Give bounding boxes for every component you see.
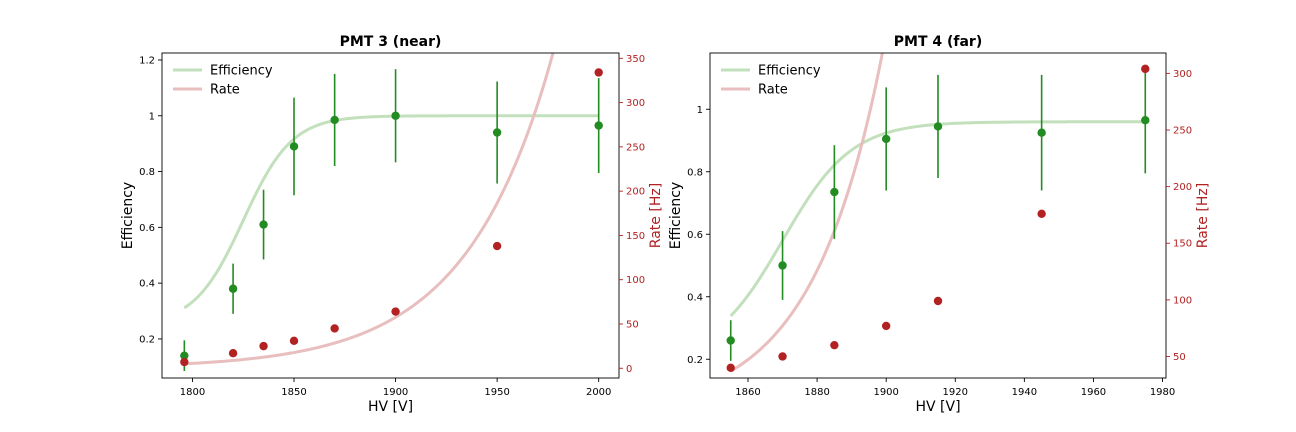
y-right-tick-label: 250 — [1173, 126, 1192, 137]
data-point-efficiency — [289, 142, 299, 151]
data-point-rate — [228, 349, 238, 358]
chart-pmt3-near: 1800 1850 1900 1950 2000 0.2 0.4 0.6 0.8 1 1.2 0 50 1… — [120, 34, 664, 415]
x-tick-label: 1900 — [383, 387, 408, 398]
y-right-tick-label: 50 — [626, 319, 639, 330]
x-tick-label: 1920 — [943, 387, 968, 398]
chart-pmt4-far: 1860 1880 1900 1920 1940 1960 1980 0.2 0.4 0.6 0.8… — [668, 34, 1211, 415]
x-tick-label: 1880 — [804, 387, 829, 398]
x-tick-label: 1850 — [281, 387, 306, 398]
data-point-efficiency — [330, 115, 339, 125]
y-right-tick-label: 300 — [626, 98, 645, 109]
x-tick-label: 1800 — [180, 387, 205, 398]
chart-title: PMT 4 (far) — [894, 34, 982, 50]
y-tick-label: 0.4 — [139, 279, 155, 290]
y-right-tick-label: 100 — [1173, 295, 1192, 306]
y-axis-label: Efficiency — [668, 182, 684, 249]
x-tick-label: 1980 — [1150, 387, 1175, 398]
data-point-rate — [594, 68, 603, 77]
fit-curve-rate — [184, 53, 555, 366]
data-point-efficiency — [1037, 128, 1046, 137]
data-point-rate — [180, 357, 189, 367]
y-tick-label: 1.2 — [139, 55, 155, 66]
data-point-efficiency — [594, 121, 603, 130]
y-axis-label: Efficiency — [120, 182, 136, 249]
data-point-efficiency — [391, 111, 400, 120]
plot-frame — [161, 52, 620, 379]
data-point-rate — [726, 363, 735, 373]
x-tick-label: 1950 — [484, 387, 509, 398]
x-tick-label: 1860 — [735, 387, 760, 398]
data-point-rate — [1037, 209, 1046, 219]
data-point-efficiency — [933, 122, 943, 131]
data-point-efficiency — [492, 128, 502, 137]
legend-label-rate: Rate — [758, 83, 788, 98]
y-right-tick-label: 350 — [626, 54, 645, 65]
data-point-rate — [881, 321, 891, 331]
plot-frame — [709, 52, 1167, 379]
data-point-efficiency — [1141, 115, 1150, 125]
data-point-efficiency — [830, 187, 839, 197]
data-point-efficiency — [228, 284, 238, 293]
data-point-efficiency — [881, 134, 891, 144]
y-right-tick-label: 200 — [1173, 182, 1192, 193]
y-right-tick-label: 150 — [626, 231, 645, 242]
x-axis-label: HV [V] — [915, 399, 960, 415]
y-tick-label: 0.2 — [687, 355, 703, 366]
data-point-efficiency — [778, 261, 787, 270]
data-point-efficiency — [726, 336, 735, 345]
y-tick-label: 0.8 — [139, 167, 155, 178]
y-right-tick-label: 200 — [626, 187, 645, 198]
x-axis-label: HV [V] — [368, 399, 413, 415]
y-right-axis-label: Rate [Hz] — [1195, 183, 1211, 248]
y-tick-label: 0.6 — [687, 230, 703, 241]
data-point-efficiency — [180, 351, 189, 360]
y-tick-label: 0.4 — [687, 292, 703, 303]
data-point-rate — [289, 336, 299, 346]
y-right-tick-label: 100 — [626, 275, 645, 286]
y-right-tick-label: 0 — [626, 364, 632, 375]
data-point-rate — [492, 241, 502, 251]
fit-curve-efficiency — [183, 114, 599, 310]
chart-title: PMT 3 (near) — [340, 34, 442, 50]
data-point-rate — [1141, 64, 1150, 74]
y-tick-label: 1 — [697, 105, 703, 116]
y-tick-label: 1 — [149, 111, 155, 122]
data-point-rate — [259, 341, 268, 351]
y-tick-label: 0.6 — [139, 223, 155, 234]
x-tick-label: 1900 — [873, 387, 898, 398]
y-tick-label: 0.8 — [687, 167, 703, 178]
y-right-tick-label: 150 — [1173, 239, 1192, 250]
y-right-axis-label: Rate [Hz] — [648, 183, 664, 248]
data-point-rate — [778, 352, 787, 361]
data-point-rate — [330, 324, 339, 333]
fit-curve-rate — [729, 53, 884, 373]
x-tick-label: 1960 — [1081, 387, 1106, 398]
x-tick-label: 2000 — [586, 387, 611, 398]
y-tick-label: 0.2 — [139, 334, 155, 345]
legend-label-rate: Rate — [210, 83, 240, 98]
legend-label-efficiency: Efficiency — [210, 64, 273, 79]
y-right-tick-label: 250 — [626, 142, 645, 153]
data-point-rate — [933, 296, 943, 306]
y-right-tick-label: 300 — [1173, 69, 1192, 80]
data-point-rate — [830, 340, 839, 350]
data-point-rate — [391, 307, 400, 316]
y-right-tick-label: 50 — [1173, 352, 1186, 363]
legend-label-efficiency: Efficiency — [758, 64, 821, 79]
x-tick-label: 1940 — [1012, 387, 1037, 398]
data-point-efficiency — [259, 220, 268, 229]
